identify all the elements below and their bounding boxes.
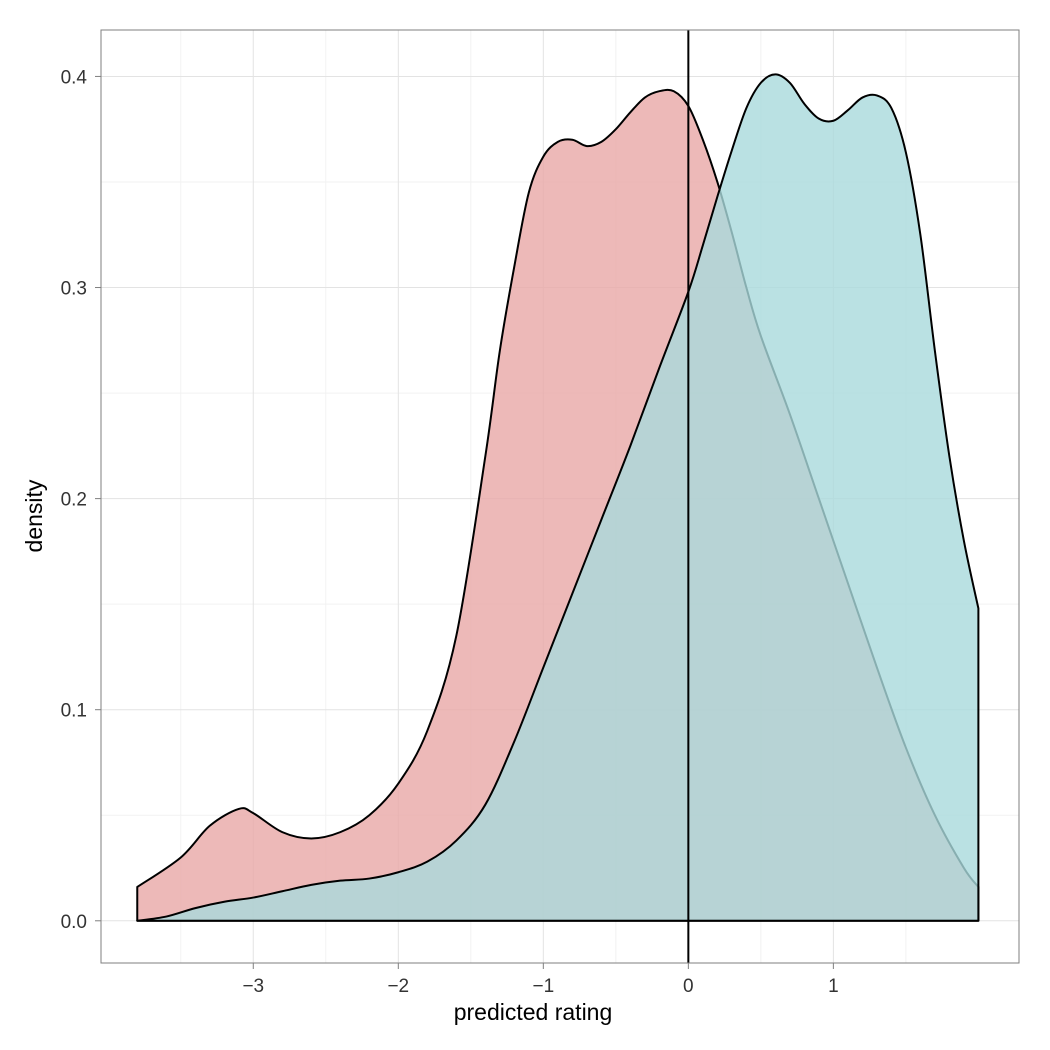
plot-panel-border [100,29,1020,964]
y-tick-label: 0.4 [61,67,88,88]
y-tick-label: 0.2 [61,490,87,511]
y-tick-label: 0.0 [61,912,87,933]
x-tick-label: 0 [683,976,694,997]
density-areas [136,73,980,922]
x-axis-title: predicted rating [454,999,613,1025]
x-tick-label: −2 [387,976,409,997]
x-tick-label: −1 [532,976,554,997]
density-area-series-2 [136,73,980,922]
y-tick-label: 0.1 [61,701,87,722]
x-tick-label: 1 [828,976,839,997]
axes: −3 −2 −1 0 1 0.0 0.1 0.2 0.3 0.4 [61,67,839,997]
y-tick-label: 0.3 [61,279,87,300]
y-axis-title: density [21,479,47,552]
x-tick-label: −3 [242,976,264,997]
